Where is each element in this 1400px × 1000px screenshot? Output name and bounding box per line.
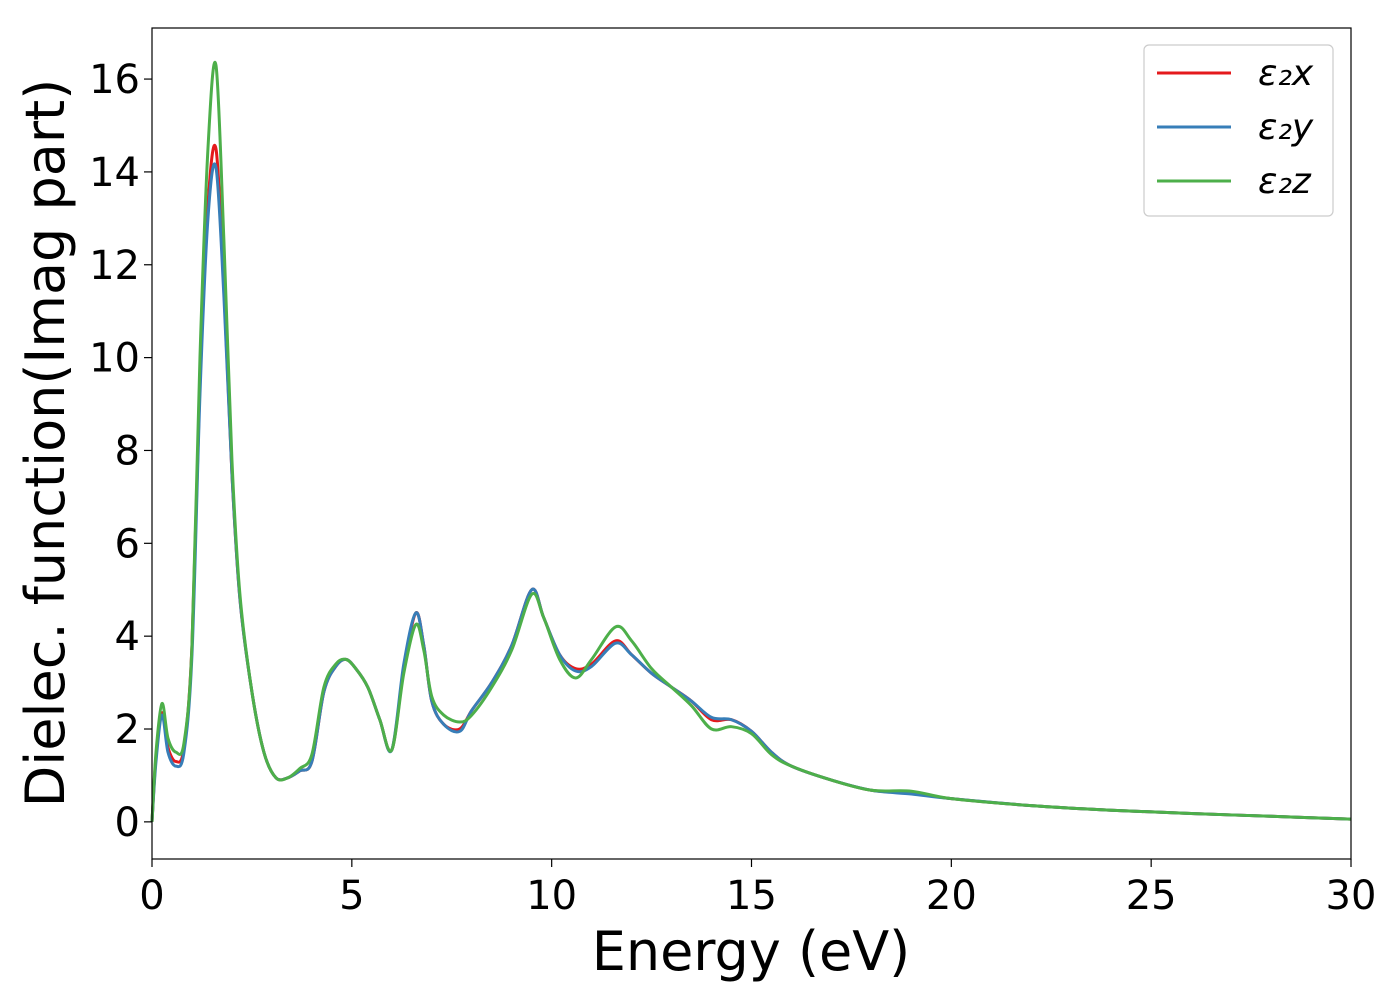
y-tick-label: 10	[89, 336, 140, 382]
legend-label-1: ε₂x	[1258, 53, 1314, 94]
y-tick-label: 4	[115, 614, 140, 660]
series-line-3	[150, 60, 1352, 822]
legend-label-2: ε₂y	[1258, 107, 1314, 148]
y-tick-label: 0	[115, 800, 140, 846]
y-tick-label: 14	[89, 150, 140, 196]
y-axis-ticks: 0 2 4 6 8 10 12 14 16	[89, 57, 152, 846]
y-tick-label: 6	[115, 521, 140, 567]
x-tick-label: 30	[1326, 873, 1377, 919]
series-layer	[150, 60, 1352, 822]
legend: ε₂x ε₂y ε₂z	[1143, 44, 1334, 217]
series-line-1	[150, 143, 1352, 822]
x-tick-label: 5	[339, 873, 364, 919]
legend-label-3: ε₂z	[1258, 161, 1312, 202]
y-tick-label: 12	[89, 243, 140, 289]
legend-box	[1143, 44, 1334, 217]
y-tick-label: 8	[115, 428, 140, 474]
x-tick-label: 10	[526, 873, 577, 919]
x-axis-title: Energy (eV)	[592, 920, 911, 983]
x-tick-label: 20	[926, 873, 977, 919]
x-tick-label: 0	[139, 873, 164, 919]
x-axis-ticks: 0 5 10 15 20 25 30	[139, 859, 1376, 919]
y-tick-label: 16	[89, 57, 140, 103]
y-tick-label: 2	[115, 707, 140, 753]
x-tick-label: 15	[726, 873, 777, 919]
y-axis-title: Dielec. function(Imag part)	[14, 79, 77, 808]
x-tick-label: 25	[1126, 873, 1177, 919]
series-line-2	[150, 162, 1352, 822]
